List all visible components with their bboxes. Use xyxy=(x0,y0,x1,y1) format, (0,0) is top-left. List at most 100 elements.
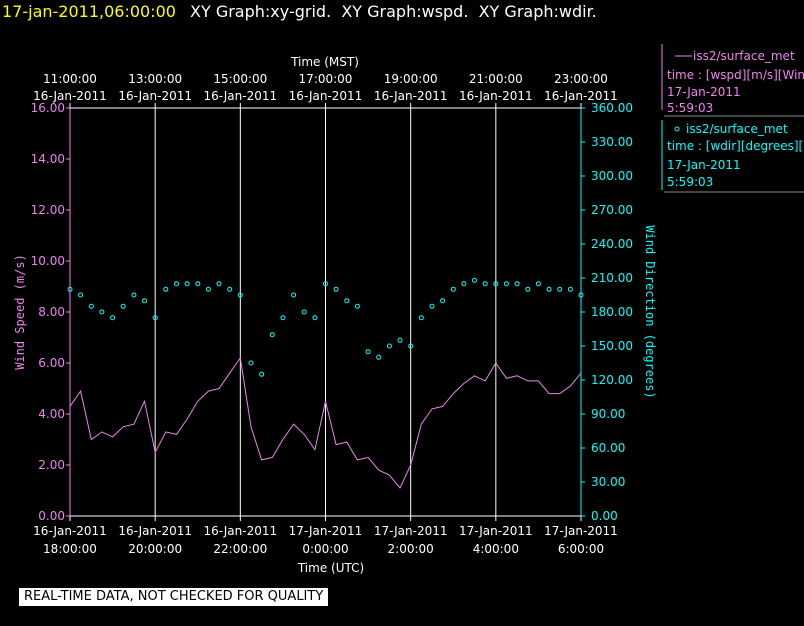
x-tick-label-bottom-date: 17-Jan-2011 xyxy=(289,524,363,538)
x-tick-label-top-time: 23:00:00 xyxy=(554,72,608,86)
wdir-point xyxy=(440,298,446,304)
x-tick-label-top-time: 11:00:00 xyxy=(43,72,97,86)
y-left-tick-label: 12.00 xyxy=(31,203,65,217)
x-tick-label-bottom-time: 22:00:00 xyxy=(213,542,267,556)
series-wdir xyxy=(67,277,584,377)
wdir-point xyxy=(237,292,243,298)
wdir-point xyxy=(110,315,116,321)
wdir-point xyxy=(546,286,552,292)
wdir-point xyxy=(269,332,275,338)
y-right-tick-label: 0.00 xyxy=(591,509,618,523)
x-tick-label-bottom-time: 18:00:00 xyxy=(43,542,97,556)
y-left-tick-label: 4.00 xyxy=(38,407,65,421)
y-left-tick-label: 10.00 xyxy=(31,254,65,268)
wdir-point xyxy=(333,286,339,292)
x-tick-label-top-date: 16-Jan-2011 xyxy=(289,89,363,103)
y-right-tick-label: 150.00 xyxy=(591,339,633,353)
y-right-tick-label: 330.00 xyxy=(591,135,633,149)
wdir-point xyxy=(120,303,126,309)
x-tick-label-top-date: 16-Jan-2011 xyxy=(204,89,278,103)
wdir-point xyxy=(312,315,318,321)
y-right-tick-label: 360.00 xyxy=(591,101,633,115)
x-tick-label-bottom-time: 0:00:00 xyxy=(302,542,348,556)
y-left-tick-label: 2.00 xyxy=(38,458,65,472)
y-left-tick-label: 6.00 xyxy=(38,356,65,370)
wdir-point xyxy=(227,286,233,292)
x-tick-label-top-date: 16-Jan-2011 xyxy=(118,89,192,103)
wdir-point xyxy=(354,303,360,309)
y-right-tick-label: 270.00 xyxy=(591,203,633,217)
x-tick-label-top-time: 21:00:00 xyxy=(469,72,523,86)
wdir-point xyxy=(461,281,467,287)
wdir-point xyxy=(78,292,84,298)
y-left-tick-label: 0.00 xyxy=(38,509,65,523)
wdir-point xyxy=(280,315,286,321)
x-tick-label-top-date: 16-Jan-2011 xyxy=(459,89,533,103)
legend-wspd-variable: time : [wspd][m/s][Wind xyxy=(667,68,804,82)
x-tick-label-top-time: 15:00:00 xyxy=(213,72,267,86)
wdir-point xyxy=(291,292,297,298)
x-tick-label-top-time: 19:00:00 xyxy=(384,72,438,86)
legend-wdir-source: iss2/surface_met xyxy=(686,122,788,136)
top-axis-title: Time (MST) xyxy=(290,55,359,69)
wdir-point xyxy=(418,315,424,321)
x-tick-label-bottom-date: 16-Jan-2011 xyxy=(118,524,192,538)
x-tick-label-bottom-date: 17-Jan-2011 xyxy=(459,524,533,538)
legend-wspd-date: 17-Jan-2011 xyxy=(667,85,741,99)
wdir-point xyxy=(482,281,488,287)
legend: iss2/surface_met time : [wspd][m/s][Wind… xyxy=(661,44,804,193)
wdir-point xyxy=(567,286,573,292)
y-left-tick-label: 8.00 xyxy=(38,305,65,319)
grid xyxy=(154,108,497,516)
left-axis-title: Wind Speed (m/s) xyxy=(13,254,27,370)
wdir-point xyxy=(504,281,509,287)
legend-wdir-date: 17-Jan-2011 xyxy=(667,158,741,172)
x-tick-label-bottom-date: 16-Jan-2011 xyxy=(33,524,107,538)
x-tick-label-bottom-date: 17-Jan-2011 xyxy=(544,524,618,538)
y-right-tick-label: 300.00 xyxy=(591,169,633,183)
wdir-point xyxy=(205,286,211,292)
series-wspd xyxy=(69,356,582,489)
legend-wdir-marker-swatch xyxy=(674,126,680,132)
wdir-point xyxy=(248,360,254,366)
wdir-point xyxy=(472,277,477,283)
wdir-point xyxy=(557,286,563,292)
wdir-point xyxy=(493,281,499,287)
axes xyxy=(66,103,585,521)
wdir-point xyxy=(216,281,222,287)
wdir-point xyxy=(195,281,201,287)
wdir-point xyxy=(344,298,350,304)
x-tick-label-bottom-time: 4:00:00 xyxy=(473,542,519,556)
wdir-point xyxy=(259,371,265,377)
x-tick-label-top-date: 16-Jan-2011 xyxy=(33,89,107,103)
y-right-tick-label: 180.00 xyxy=(591,305,633,319)
bottom-axis-title: Time (UTC) xyxy=(297,561,364,575)
legend-wspd-source: iss2/surface_met xyxy=(693,49,795,63)
y-right-tick-label: 90.00 xyxy=(591,407,625,421)
y-left-tick-label: 14.00 xyxy=(31,152,65,166)
y-left-tick-label: 16.00 xyxy=(31,101,65,115)
wdir-point xyxy=(514,281,520,287)
wdir-point xyxy=(397,337,403,343)
wdir-point xyxy=(408,343,414,349)
wdir-point xyxy=(323,281,328,287)
wdir-point xyxy=(174,281,179,287)
wdir-point xyxy=(450,286,456,292)
x-tick-label-bottom-date: 16-Jan-2011 xyxy=(204,524,278,538)
y-right-tick-label: 240.00 xyxy=(591,237,633,251)
tick-labels: 16-Jan-201118:00:0011:00:0016-Jan-201116… xyxy=(31,72,633,556)
x-tick-label-bottom-time: 2:00:00 xyxy=(388,542,434,556)
wdir-point xyxy=(535,281,541,287)
x-tick-label-bottom-date: 17-Jan-2011 xyxy=(374,524,448,538)
quality-notice: REAL-TIME DATA, NOT CHECKED FOR QUALITY xyxy=(19,588,329,606)
x-tick-label-bottom-time: 6:00:00 xyxy=(558,542,604,556)
wdir-point xyxy=(142,298,147,304)
wspd-series-line xyxy=(69,356,582,489)
x-tick-label-top-date: 16-Jan-2011 xyxy=(374,89,448,103)
x-tick-label-top-time: 13:00:00 xyxy=(128,72,182,86)
wdir-point xyxy=(429,303,435,309)
right-axis-title: Wind Direction (degrees) xyxy=(643,225,657,398)
legend-wdir-time: 5:59:03 xyxy=(667,175,713,189)
x-tick-label-top-time: 17:00:00 xyxy=(299,72,353,86)
